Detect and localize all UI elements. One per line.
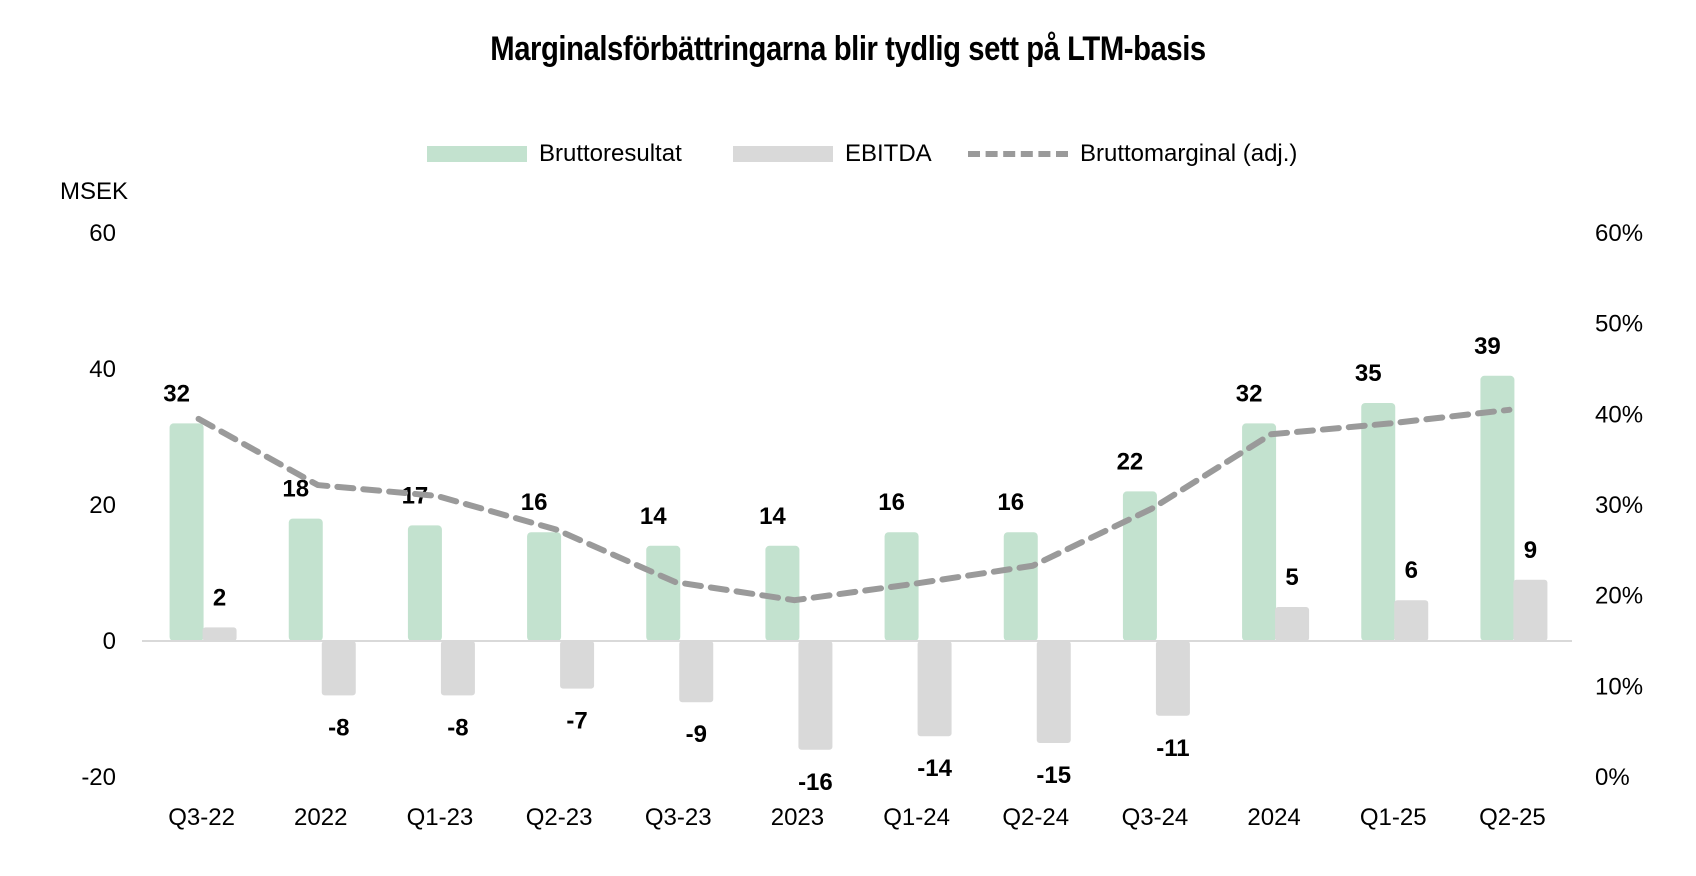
bar-ebitda [440,641,475,696]
bar-ebitda [798,641,833,750]
y2-tick-label: 50% [1595,311,1643,338]
bar-bruttoresultat [169,423,204,641]
data-label-bruttoresultat: 14 [759,503,786,530]
bar-bruttoresultat [1480,375,1515,641]
x-tick-label: Q2-24 [1002,804,1069,831]
data-label-bruttoresultat: 32 [1236,380,1263,407]
data-label-ebitda: -11 [1156,735,1189,762]
bar-ebitda [560,641,595,689]
legend-item-ebitda: EBITDA [733,140,932,168]
data-label-bruttoresultat: 16 [521,489,548,516]
data-label-ebitda: -7 [566,708,587,735]
x-tick-label: Q3-22 [168,804,235,831]
legend-swatch-bruttomarginal [968,151,1068,157]
bar-bruttoresultat [1242,423,1277,641]
y2-tick-label: 10% [1595,673,1643,700]
data-label-ebitda: -8 [328,714,349,741]
data-label-bruttoresultat: 22 [1117,448,1144,475]
x-tick-label: Q3-23 [645,804,712,831]
data-label-bruttoresultat: 35 [1355,360,1382,387]
bar-bruttoresultat [407,525,442,641]
y-axis-unit-label: MSEK [60,178,129,205]
bar-ebitda [679,641,714,703]
legend-label-bruttomarginal: Bruttomarginal (adj.) [1080,140,1298,167]
data-label-ebitda: -14 [917,755,952,782]
legend-item-bruttomarginal: Bruttomarginal (adj.) [968,140,1297,168]
y2-tick-label: 40% [1595,401,1643,428]
bar-bruttoresultat [765,545,800,641]
legend-swatch-ebitda [733,146,833,162]
data-label-ebitda: 6 [1405,557,1418,584]
x-tick-label: Q1-24 [883,804,950,831]
data-label-bruttoresultat: 16 [997,489,1024,516]
chart-title: Marginalsförbättringarna blir tydlig set… [490,30,1206,68]
line-bruttomarginal [195,406,1513,604]
data-label-bruttoresultat: 18 [282,476,309,503]
bar-ebitda [1513,579,1548,641]
y2-tick-label: 0% [1595,764,1630,791]
legend: Bruttoresultat EBITDA Bruttomarginal (ad… [0,140,1696,172]
legend-item-bruttoresultat: Bruttoresultat [427,140,682,168]
y2-tick-label: 60% [1595,220,1643,247]
x-tick-label: Q2-25 [1479,804,1546,831]
data-label-ebitda: -16 [798,769,833,796]
y2-tick-label: 30% [1595,492,1643,519]
bar-bruttoresultat [646,545,681,641]
bar-bruttoresultat [288,518,323,641]
data-label-ebitda: -15 [1036,762,1071,789]
bar-ebitda [917,641,952,737]
y-tick-label: 60 [89,220,116,247]
data-label-ebitda: -9 [686,721,707,748]
y-tick-label: 0 [103,628,116,655]
x-tick-label: Q2-23 [526,804,593,831]
bar-ebitda [202,627,237,641]
data-label-bruttoresultat: 32 [163,380,190,407]
x-tick-label: 2024 [1247,804,1300,831]
bar-ebitda [1275,607,1310,641]
bar-bruttoresultat [1003,532,1038,641]
legend-label-ebitda: EBITDA [845,140,932,167]
bar-ebitda [1036,641,1071,743]
data-label-bruttoresultat: 39 [1474,333,1501,360]
bar-bruttoresultat [1122,491,1157,641]
x-tick-label: 2023 [771,804,824,831]
x-tick-label: Q3-24 [1122,804,1189,831]
data-label-bruttoresultat: 14 [640,503,667,530]
legend-swatch-bruttoresultat [427,146,527,162]
y-tick-label: 40 [89,356,116,383]
bar-ebitda [1155,641,1190,716]
x-tick-label: 2022 [294,804,347,831]
bar-bruttoresultat [1361,403,1396,641]
data-label-bruttoresultat: 16 [878,489,905,516]
x-tick-label: Q1-25 [1360,804,1427,831]
bar-ebitda [321,641,356,696]
data-label-ebitda: 2 [213,584,226,611]
data-label-ebitda: 5 [1285,564,1298,591]
bar-bruttoresultat [527,532,562,641]
y2-tick-label: 20% [1595,583,1643,610]
data-label-ebitda: -8 [447,714,468,741]
bar-ebitda [1394,600,1429,641]
data-label-ebitda: 9 [1524,537,1537,564]
x-tick-label: Q1-23 [407,804,474,831]
y-tick-label: 20 [89,492,116,519]
legend-label-bruttoresultat: Bruttoresultat [539,140,682,167]
y-tick-label: -20 [81,764,116,791]
